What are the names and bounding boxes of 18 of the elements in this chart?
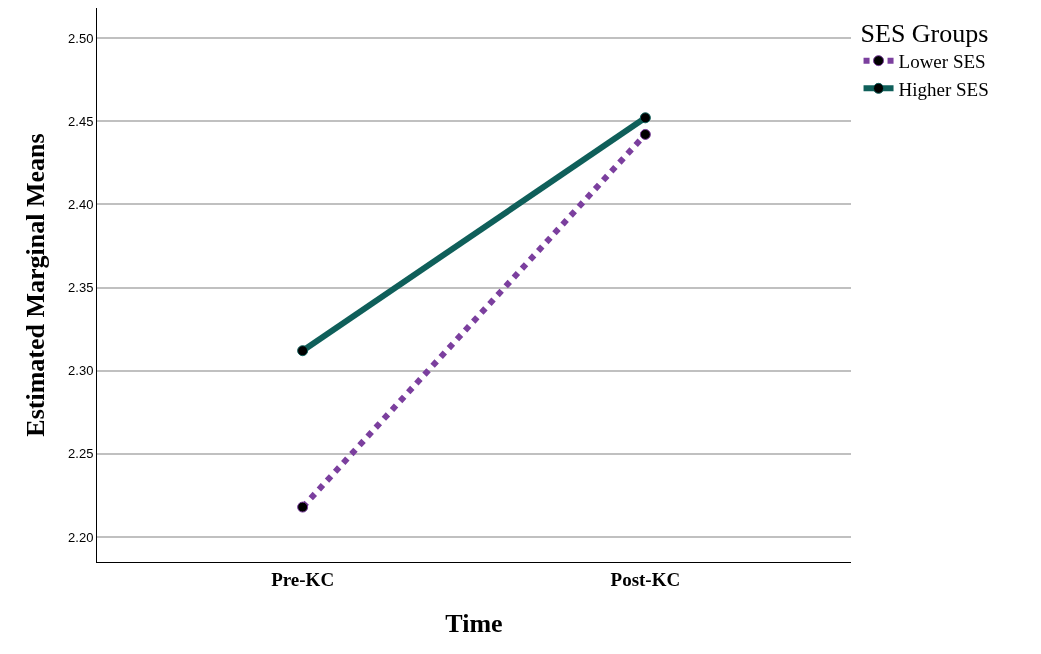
point <box>297 345 309 357</box>
x-tick-label: Pre-KC <box>271 568 335 590</box>
y-axis-title: Estimated Marginal Means <box>21 133 51 437</box>
point <box>639 128 651 140</box>
y-tick-label: 2.50 <box>68 30 94 46</box>
legend-title: SES Groups <box>860 18 989 48</box>
point <box>639 112 651 124</box>
y-tick-label: 2.40 <box>68 196 94 212</box>
y-tick-label: 2.20 <box>68 529 94 545</box>
y-tick-label: 2.25 <box>68 446 94 462</box>
point <box>297 501 309 513</box>
legend-label: Higher SES <box>898 78 989 100</box>
y-tick-label: 2.30 <box>68 363 94 379</box>
x-tick-label: Post-KC <box>610 568 681 590</box>
x-axis-title: Time <box>445 609 503 639</box>
legend-label: Lower SES <box>898 51 986 73</box>
y-tick-label: 2.45 <box>68 113 94 129</box>
y-tick-label: 2.35 <box>68 280 94 296</box>
